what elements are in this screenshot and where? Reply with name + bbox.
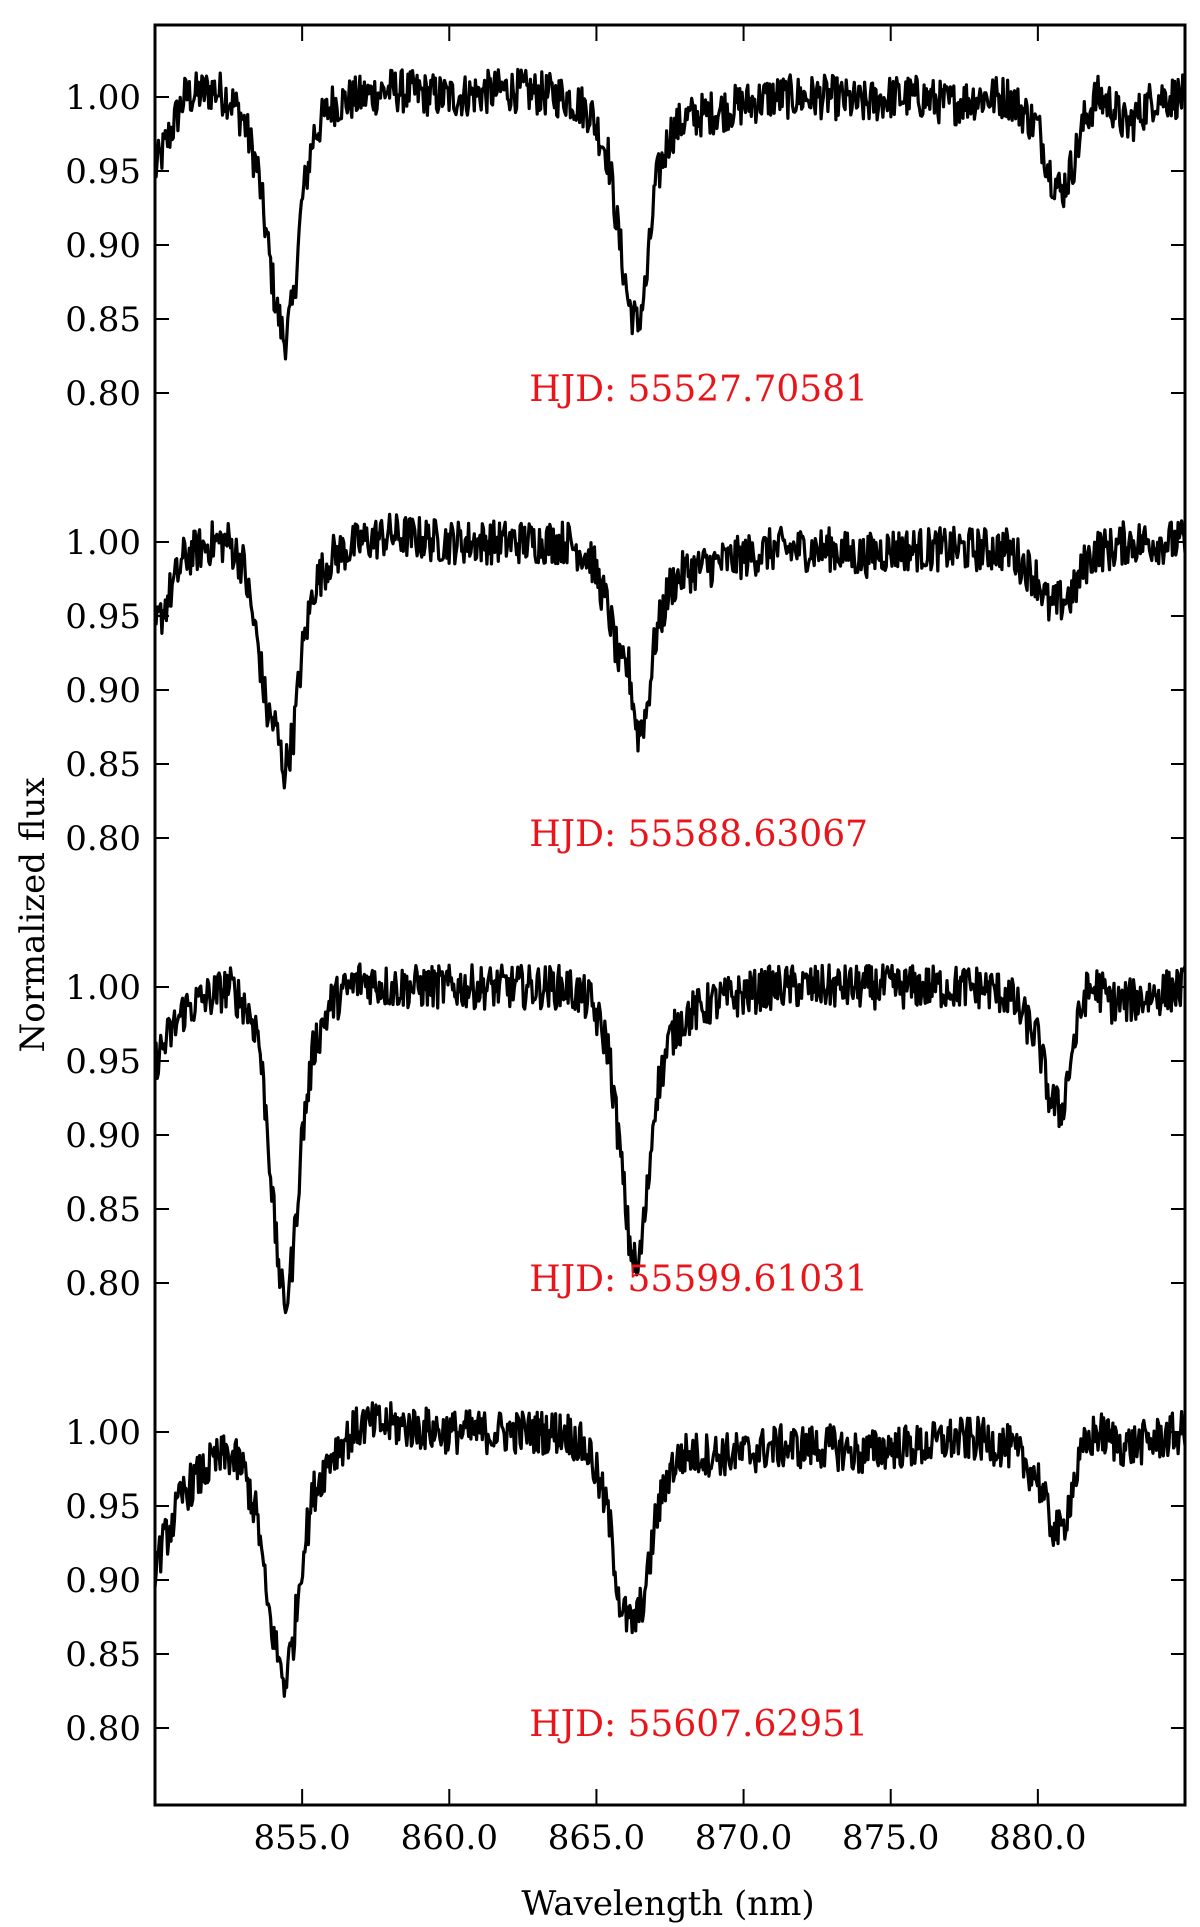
y-tick-label: 0.95 (65, 1042, 141, 1082)
y-tick-label: 0.90 (65, 671, 141, 711)
y-tick-label: 0.80 (65, 819, 141, 859)
hjd-label: HJD: 55527.70581 (529, 369, 868, 410)
y-tick-label: 1.00 (65, 523, 141, 563)
x-tick-label: 875.0 (842, 1818, 939, 1858)
y-tick-label: 0.85 (65, 1635, 141, 1675)
x-tick-label: 870.0 (695, 1818, 792, 1858)
hjd-label: HJD: 55599.61031 (529, 1259, 868, 1300)
y-tick-label: 0.90 (65, 1116, 141, 1156)
y-tick-label: 0.85 (65, 745, 141, 785)
spectrum-panel: 1.00 0.95 0.90 0.85 0.80 HJD: 55527.70581 (65, 67, 1187, 414)
hjd-label: HJD: 55588.63067 (529, 814, 868, 855)
y-axis-title: Normalized flux (13, 777, 53, 1052)
spectrum-panel: 1.00 0.95 0.90 0.85 0.80 HJD: 55607.62951 (65, 1401, 1187, 1749)
spectrum-panel: 1.00 0.95 0.90 0.85 0.80 HJD: 55599.61031 (65, 962, 1187, 1315)
x-tick-label: 880.0 (989, 1818, 1086, 1858)
y-tick-label: 0.85 (65, 300, 141, 340)
y-tick-label: 0.80 (65, 374, 141, 414)
x-tick-label: 860.0 (401, 1818, 498, 1858)
spectrum-panel: 1.00 0.95 0.90 0.85 0.80 HJD: 55588.63067 (65, 512, 1187, 859)
y-tick-label: 0.85 (65, 1190, 141, 1230)
y-tick-label: 0.95 (65, 152, 141, 192)
spectrum-line (153, 1401, 1187, 1698)
y-tick-label: 1.00 (65, 1413, 141, 1453)
plot-frame (153, 23, 1187, 1807)
spectrum-line (154, 962, 1187, 1315)
x-axis-title: Wavelength (nm) (521, 1884, 814, 1924)
y-tick-label: 0.95 (65, 1487, 141, 1527)
y-tick-label: 0.90 (65, 1561, 141, 1601)
y-tick-label: 0.90 (65, 226, 141, 266)
x-tick-label: 865.0 (548, 1818, 645, 1858)
y-tick-label: 0.80 (65, 1264, 141, 1304)
axis-ticks: 855.0 860.0 865.0 870.0 875.0 880.0 (253, 25, 1087, 1858)
spectrum-line (153, 512, 1187, 790)
x-tick-label: 855.0 (253, 1818, 350, 1858)
y-tick-label: 0.95 (65, 597, 141, 637)
y-tick-label: 1.00 (65, 78, 141, 118)
y-tick-label: 1.00 (65, 968, 141, 1008)
hjd-label: HJD: 55607.62951 (529, 1704, 868, 1745)
spectra-panels: 1.000.950.900.850.80 HJD: 55527.705811.00… (65, 67, 1187, 1749)
y-tick-label: 0.80 (65, 1709, 141, 1749)
spectrum-line (153, 67, 1187, 361)
